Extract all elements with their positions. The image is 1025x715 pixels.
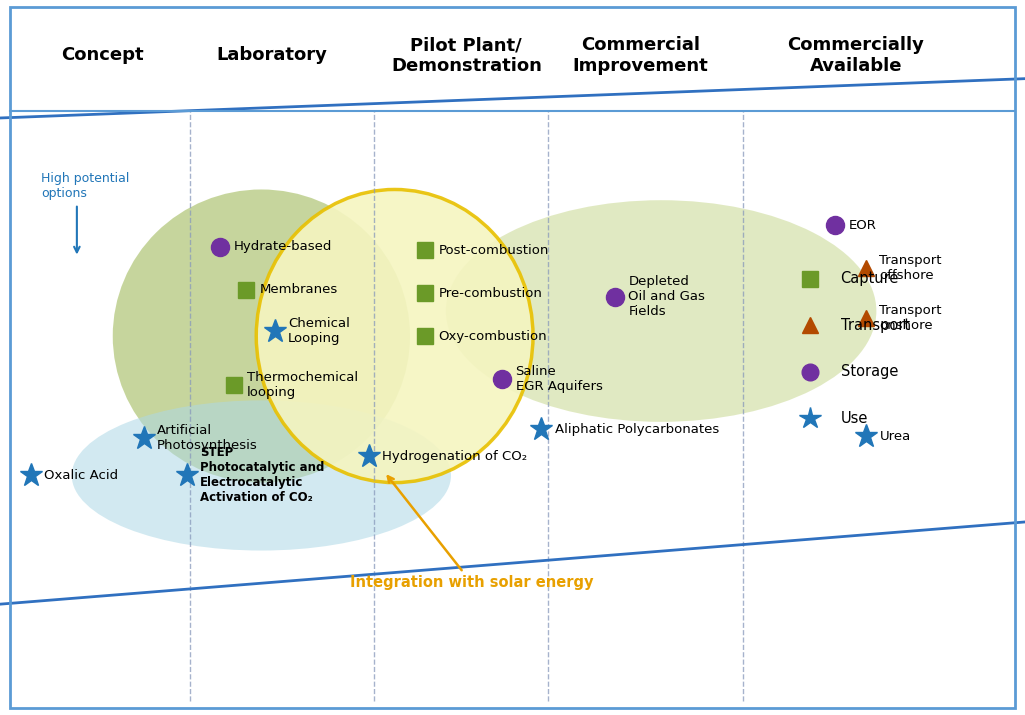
Text: Membranes: Membranes xyxy=(259,283,337,296)
Text: Depleted
Oil and Gas
Fields: Depleted Oil and Gas Fields xyxy=(628,275,705,318)
Text: Capture: Capture xyxy=(840,272,899,286)
Text: Pre-combustion: Pre-combustion xyxy=(439,287,542,300)
Ellipse shape xyxy=(446,200,876,422)
Text: Use: Use xyxy=(840,411,868,425)
Text: Oxy-combustion: Oxy-combustion xyxy=(439,330,547,342)
Text: Transport
offshore: Transport offshore xyxy=(879,254,942,282)
Text: Laboratory: Laboratory xyxy=(216,46,327,64)
Text: High potential
options: High potential options xyxy=(41,172,129,200)
Text: Commercially
Available: Commercially Available xyxy=(787,36,925,75)
Text: Commercial
Improvement: Commercial Improvement xyxy=(573,36,708,75)
Bar xyxy=(10,7,1015,111)
Text: Thermochemical
looping: Thermochemical looping xyxy=(247,370,358,399)
Text: Hydrate-based: Hydrate-based xyxy=(234,240,332,253)
Ellipse shape xyxy=(113,189,410,483)
Text: Chemical
Looping: Chemical Looping xyxy=(288,317,350,345)
Text: Integration with solar energy: Integration with solar energy xyxy=(350,476,593,590)
Text: Saline
EGR Aquifers: Saline EGR Aquifers xyxy=(516,365,603,393)
Text: Hydrogenation of CO₂: Hydrogenation of CO₂ xyxy=(382,450,528,463)
Text: Urea: Urea xyxy=(879,430,910,443)
Text: EOR: EOR xyxy=(849,219,876,232)
Text: Concept: Concept xyxy=(62,46,144,64)
Ellipse shape xyxy=(256,189,533,483)
Text: STEP
Photocatalytic and
Electrocatalytic
Activation of CO₂: STEP Photocatalytic and Electrocatalytic… xyxy=(200,446,324,505)
Text: Artificial
Photosynthesis: Artificial Photosynthesis xyxy=(157,423,257,452)
Text: Pilot Plant/
Demonstration: Pilot Plant/ Demonstration xyxy=(391,36,542,75)
Ellipse shape xyxy=(72,400,451,551)
Text: Storage: Storage xyxy=(840,365,898,379)
Text: Post-combustion: Post-combustion xyxy=(439,244,549,257)
Text: Transport
onshore: Transport onshore xyxy=(879,304,942,332)
Text: Oxalic Acid: Oxalic Acid xyxy=(44,469,118,482)
Text: Transport: Transport xyxy=(840,318,909,332)
Text: Aliphatic Polycarbonates: Aliphatic Polycarbonates xyxy=(555,423,719,435)
